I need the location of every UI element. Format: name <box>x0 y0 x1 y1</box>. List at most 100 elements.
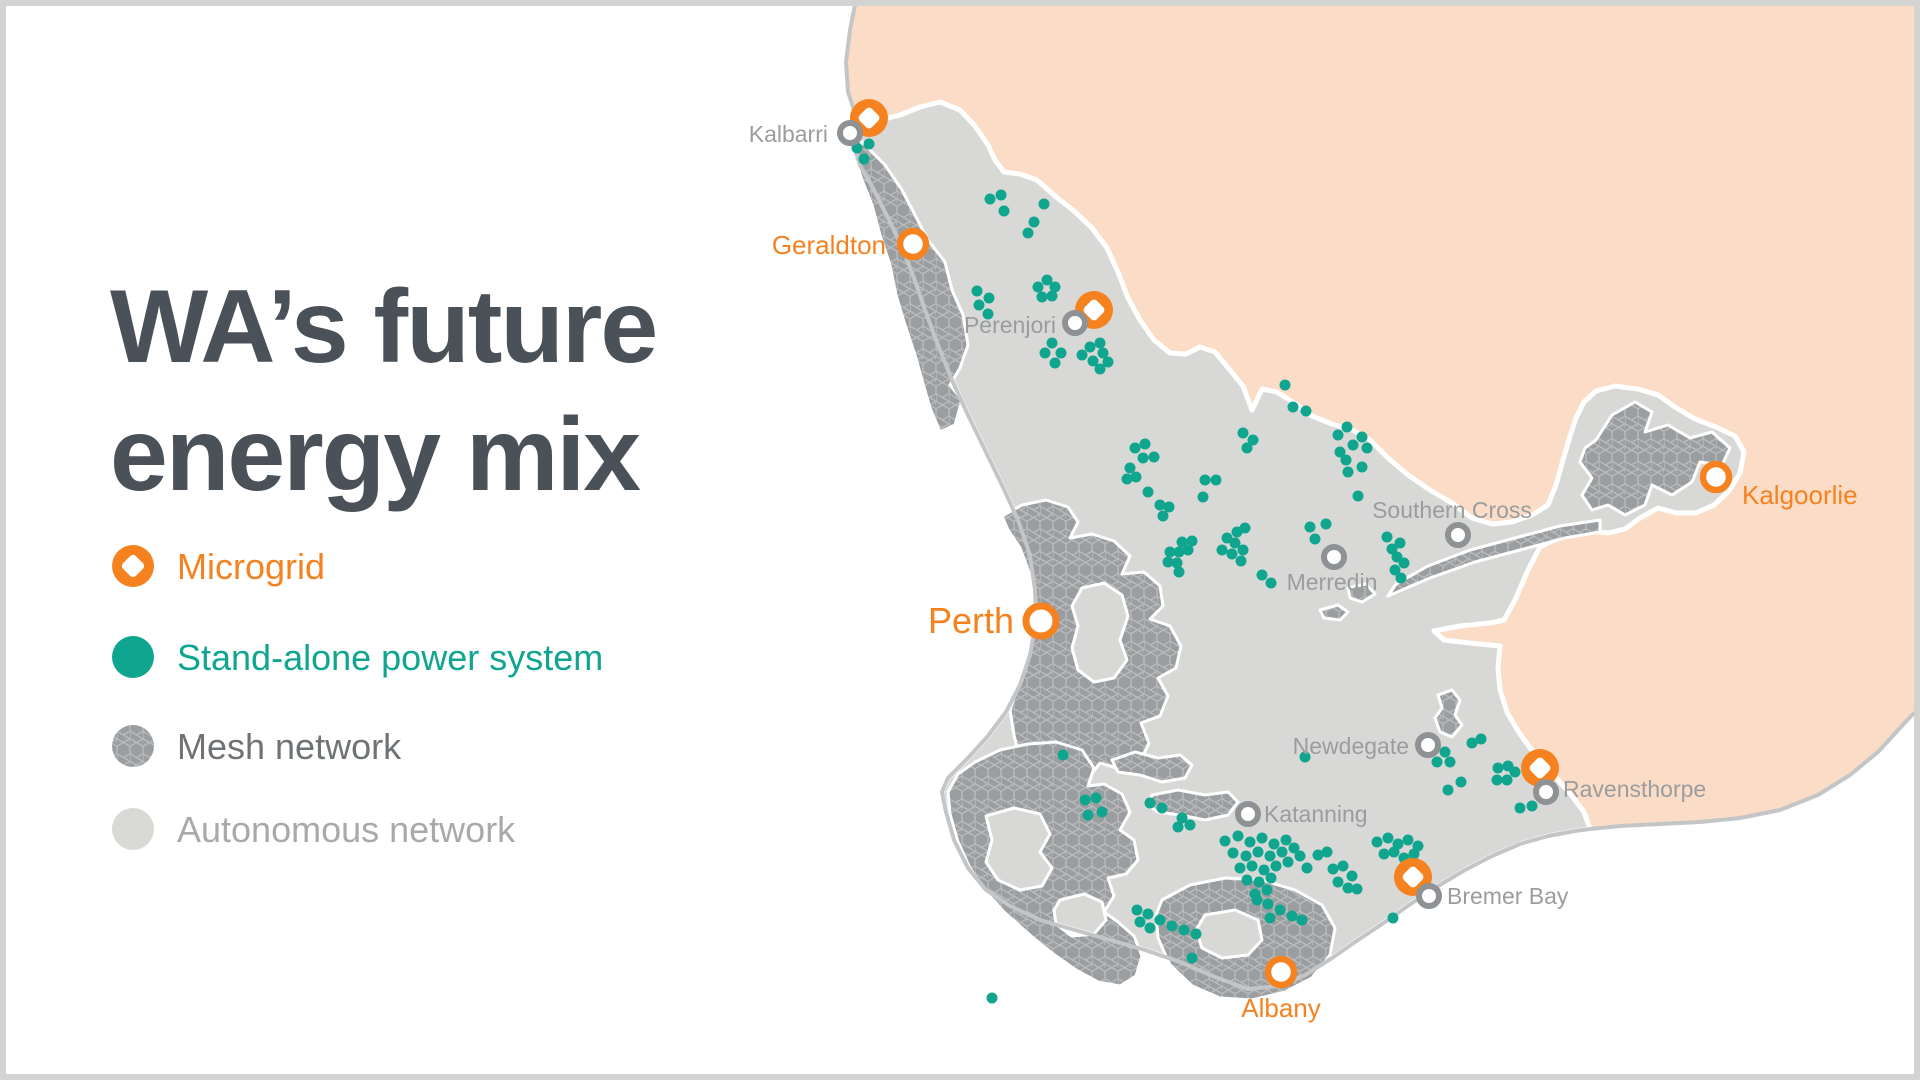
sps-dot <box>1144 922 1156 934</box>
sps-dot <box>1121 473 1133 485</box>
sps-dot <box>1491 774 1503 786</box>
legend-label-mesh: Mesh network <box>177 726 402 767</box>
sps-dot <box>1334 446 1346 458</box>
sps-dot <box>1312 849 1324 861</box>
mesh-region-katanning-north-b <box>1146 788 1240 822</box>
sps-dot <box>1262 898 1274 910</box>
sps-dot <box>1229 537 1241 549</box>
sps-dot <box>1301 862 1313 874</box>
sps-dot <box>982 308 994 320</box>
sps-dot <box>1342 466 1354 478</box>
sps-dot <box>1142 908 1154 920</box>
sps-dot <box>1294 850 1306 862</box>
sps-dot <box>1389 564 1401 576</box>
sps-dot <box>1241 442 1253 454</box>
coastline <box>844 0 1920 991</box>
sps-dot <box>863 138 875 150</box>
sps-dot <box>1139 438 1151 450</box>
sps-dot <box>1321 846 1333 858</box>
town-label-newdegate: Newdegate <box>1293 733 1409 759</box>
sps-dot <box>1173 566 1185 578</box>
sps-dot <box>1144 797 1156 809</box>
town-ring-icon <box>1416 883 1442 909</box>
legend-item-mesh: Mesh network <box>112 725 402 767</box>
sps-dot <box>1398 557 1410 569</box>
sps-dot <box>1274 904 1286 916</box>
sps-dot <box>1028 216 1040 228</box>
sps-dot <box>1199 474 1211 486</box>
sps-dot <box>1241 874 1253 886</box>
microgrid-diamond <box>121 554 145 578</box>
sps-dot <box>1239 522 1251 534</box>
sps-dot <box>1157 510 1169 522</box>
sps-dot <box>1247 434 1259 446</box>
sps-dot <box>971 285 983 297</box>
town-label-ravensthorpe: Ravensthorpe <box>1563 776 1706 802</box>
sps-dot <box>1102 356 1114 368</box>
sps-dot <box>1526 800 1538 812</box>
sps-dot <box>1264 912 1276 924</box>
sps-dot <box>1130 471 1142 483</box>
sps-dot <box>1386 543 1398 555</box>
sps-dot <box>1466 737 1478 749</box>
cities-layer: Kalbarri Geraldton Perenjori Southern Cross… <box>749 99 1858 1023</box>
town-label-perth: Perth <box>928 600 1014 641</box>
sps-dot <box>1382 832 1394 844</box>
city-kalgoorlie: Kalgoorlie <box>1699 460 1858 510</box>
sps-dot <box>1129 442 1141 454</box>
sps-dot <box>1219 835 1231 847</box>
sps-dot <box>1226 548 1238 560</box>
sps-dot <box>1300 405 1312 417</box>
sps-dot <box>1055 347 1067 359</box>
sps-dot <box>1090 792 1102 804</box>
city-kalbarri: Kalbarri <box>749 99 888 147</box>
mesh-pebble-2 <box>1318 603 1350 622</box>
sps-dot <box>1387 912 1399 924</box>
sps-dot <box>1395 572 1407 584</box>
mesh-pebble-3 <box>1433 688 1464 739</box>
sps-dot <box>1154 914 1166 926</box>
sps-dot <box>1240 850 1252 862</box>
city-perth: Perth <box>928 600 1060 641</box>
sps-dot <box>1171 557 1183 569</box>
mesh-network-icon <box>112 725 154 767</box>
sps-dot <box>1057 749 1069 761</box>
sps-dot <box>1356 461 1368 473</box>
town-label-perenjori: Perenjori <box>964 312 1056 338</box>
town-label-geraldton: Geraldton <box>772 230 886 260</box>
sps-dot <box>1287 401 1299 413</box>
sps-dot <box>1356 431 1368 443</box>
sps-dot <box>1237 427 1249 439</box>
town-ring-icon <box>837 120 863 146</box>
legend: Microgrid Stand-alone power system Mesh … <box>112 545 603 850</box>
sps-dot <box>1261 884 1273 896</box>
sps-dot <box>1276 846 1288 858</box>
sps-dot <box>1190 928 1202 940</box>
city-katanning: Katanning <box>1235 801 1368 827</box>
sps-dot <box>1246 860 1258 872</box>
sps-dot <box>1341 421 1353 433</box>
mesh-region-kalgoorlie <box>1578 400 1732 517</box>
sps-dot <box>1036 291 1048 303</box>
microgrid-diamond-icon <box>858 107 880 129</box>
legend-label-microgrid: Microgrid <box>177 546 325 587</box>
page-title-line1: WA’s future <box>110 269 656 385</box>
city-ravensthorpe: Ravensthorpe <box>1521 749 1706 805</box>
sps-dot <box>1134 916 1146 928</box>
sps-dot <box>1439 746 1451 758</box>
sps-dot <box>1079 794 1091 806</box>
mesh-region-katanning-north-a <box>1110 750 1194 784</box>
sps-dot <box>1234 862 1246 874</box>
sps-dot <box>1087 355 1099 367</box>
town-ring-icon <box>1415 732 1441 758</box>
town-ring-icon <box>896 227 930 261</box>
microgrid-diamond-icon <box>1083 299 1105 321</box>
sps-dot <box>1361 442 1373 454</box>
city-merredin: Merredin <box>1287 544 1377 595</box>
sps-dot <box>1265 872 1277 884</box>
town-label-katanning: Katanning <box>1264 801 1368 827</box>
sps-dot <box>1296 914 1308 926</box>
microgrid-diamond-icon <box>1529 757 1551 779</box>
